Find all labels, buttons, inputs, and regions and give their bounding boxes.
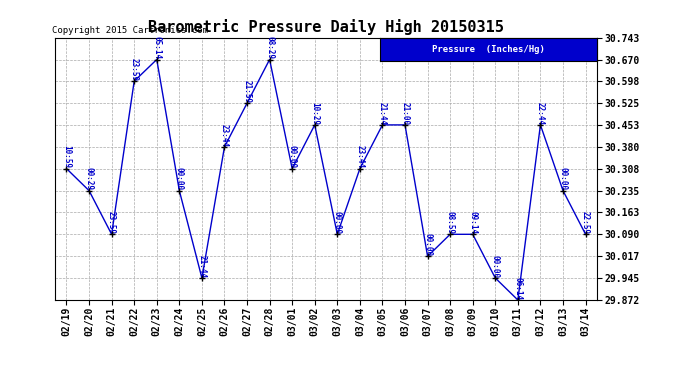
Text: 21:44: 21:44: [197, 255, 206, 278]
Text: 00:00: 00:00: [333, 211, 342, 234]
Text: 10:29: 10:29: [310, 102, 319, 125]
Text: 21:00: 21:00: [400, 102, 410, 125]
Text: 00:00: 00:00: [423, 233, 432, 256]
Text: 00:00: 00:00: [491, 255, 500, 278]
Text: Copyright 2015 Cartronics.com: Copyright 2015 Cartronics.com: [52, 26, 208, 35]
Text: 23:44: 23:44: [355, 146, 364, 169]
Title: Barometric Pressure Daily High 20150315: Barometric Pressure Daily High 20150315: [148, 19, 504, 35]
Text: 00:29: 00:29: [85, 168, 94, 190]
Text: 05:14: 05:14: [152, 36, 161, 60]
Text: 00:00: 00:00: [175, 168, 184, 190]
Text: 08:59: 08:59: [446, 211, 455, 234]
Text: 06:14: 06:14: [513, 277, 522, 300]
Text: 09:14: 09:14: [469, 211, 477, 234]
Text: 00:00: 00:00: [558, 168, 567, 190]
Text: 08:29: 08:29: [265, 36, 274, 60]
Text: 23:59: 23:59: [130, 58, 139, 81]
Text: 23:59: 23:59: [107, 211, 116, 234]
Text: 10:59: 10:59: [62, 146, 71, 169]
Text: 21:44: 21:44: [378, 102, 387, 125]
Text: 22:44: 22:44: [536, 102, 545, 125]
Text: 21:59: 21:59: [242, 80, 252, 103]
Text: 00:00: 00:00: [288, 146, 297, 169]
Text: 23:44: 23:44: [220, 124, 229, 147]
Text: 22:59: 22:59: [581, 211, 590, 234]
